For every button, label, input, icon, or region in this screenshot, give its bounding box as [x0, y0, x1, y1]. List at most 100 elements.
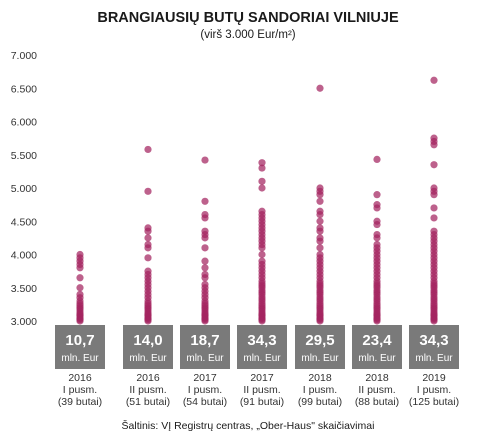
data-point: [373, 155, 381, 164]
value-box-unit: mln. Eur: [358, 353, 396, 364]
value-box-bg: [237, 325, 287, 369]
data-point: [258, 250, 266, 259]
series-column: [76, 250, 84, 325]
value-box-amount: 18,7: [190, 332, 219, 349]
value-box-unit: mln. Eur: [186, 353, 224, 364]
x-label-count: (125 butai): [409, 396, 459, 408]
x-label-half: II pusm.: [243, 384, 280, 396]
data-point: [76, 284, 84, 292]
data-point: [201, 257, 209, 265]
x-label-count: (54 butai): [183, 396, 227, 408]
value-box: 14,0 mln. Eur: [123, 325, 173, 369]
series-column: [316, 84, 324, 325]
x-label-year: 2016: [136, 372, 160, 384]
x-label-half: I pusm.: [63, 384, 97, 396]
y-axis: 3.000 3.500 4.000 4.500 5.000 5.500 6.000 6.500…: [11, 50, 37, 328]
value-box-amount: 23,4: [362, 332, 392, 349]
data-point: [201, 264, 209, 272]
data-point: [144, 254, 152, 262]
data-point: [201, 156, 209, 164]
data-point: [316, 224, 324, 232]
data-point: [201, 280, 209, 289]
data-point: [76, 250, 84, 259]
y-tick-label: 6.500: [11, 83, 37, 95]
x-label-count: (88 butai): [355, 396, 399, 408]
value-box-bg: [409, 325, 459, 369]
value-box: 23,4 mln. Eur: [352, 325, 402, 369]
value-box: 34,3 mln. Eur: [237, 325, 287, 369]
data-point: [76, 274, 84, 282]
y-tick-label: 5.500: [11, 150, 37, 162]
chart-title: BRANGIAUSIŲ BUTŲ SANDORIAI VILNIUJE: [97, 10, 399, 26]
data-point: [430, 184, 438, 192]
data-point: [201, 227, 209, 235]
data-point: [258, 184, 266, 192]
data-point: [430, 161, 438, 169]
value-box-bg: [55, 325, 105, 369]
data-point: [430, 227, 438, 235]
data-point: [316, 197, 324, 205]
data-point: [373, 217, 381, 225]
data-point: [201, 197, 209, 205]
x-label-year: 2017: [193, 372, 217, 384]
y-tick-label: 7.000: [11, 50, 37, 62]
data-point: [258, 177, 266, 185]
data-point: [144, 224, 152, 232]
value-box-unit: mln. Eur: [301, 353, 339, 364]
data-point: [316, 207, 324, 215]
data-point: [373, 201, 381, 209]
x-label-count: (51 butai): [126, 396, 170, 408]
series-column: [258, 159, 266, 325]
x-label-year: 2018: [365, 372, 389, 384]
source-note: Šaltinis: VĮ Registrų centras, „Ober-Hau…: [122, 419, 375, 432]
value-box-unit: mln. Eur: [243, 353, 281, 364]
x-label-year: 2017: [250, 372, 274, 384]
x-label-count: (39 butai): [58, 396, 102, 408]
data-point: [201, 270, 209, 279]
x-label-year: 2018: [308, 372, 332, 384]
data-points: [76, 76, 438, 325]
value-box: 18,7 mln. Eur: [180, 325, 230, 369]
data-point: [316, 244, 324, 252]
y-tick-label: 4.500: [11, 216, 37, 228]
data-point: [373, 230, 381, 239]
data-point: [144, 267, 152, 275]
data-point: [144, 240, 152, 249]
data-point: [316, 84, 324, 92]
value-box-unit: mln. Eur: [61, 353, 99, 364]
data-point: [258, 207, 266, 215]
value-box-bg: [123, 325, 173, 369]
x-label-count: (99 butai): [298, 396, 342, 408]
x-label-half: I pusm.: [188, 384, 222, 396]
value-box: 29,5 mln. Eur: [295, 325, 345, 369]
value-box: 10,7 mln. Eur: [55, 325, 105, 369]
value-box-unit: mln. Eur: [415, 353, 453, 364]
y-tick-label: 6.000: [11, 117, 37, 129]
data-point: [430, 214, 438, 222]
data-point: [430, 134, 438, 142]
series-column: [430, 76, 438, 325]
data-point: [258, 164, 266, 172]
value-box-bg: [180, 325, 230, 369]
value-box-amount: 14,0: [133, 332, 162, 349]
series-column: [201, 156, 209, 325]
data-point: [258, 159, 266, 167]
chart-subtitle: (virš 3.000 Eur/m²): [200, 29, 295, 41]
x-label-half: I pusm.: [303, 384, 337, 396]
x-label-year: 2019: [422, 372, 446, 384]
data-point: [144, 145, 152, 154]
y-tick-label: 4.000: [11, 250, 37, 262]
data-point: [373, 240, 381, 249]
value-box-bg: [352, 325, 402, 369]
y-tick-label: 5.000: [11, 183, 37, 195]
value-box-amount: 29,5: [305, 332, 334, 349]
x-label-year: 2016: [68, 372, 92, 384]
value-box-unit: mln. Eur: [129, 353, 167, 364]
series-column: [144, 145, 152, 325]
data-point: [201, 244, 209, 252]
data-point: [316, 184, 324, 192]
data-point: [373, 191, 381, 199]
